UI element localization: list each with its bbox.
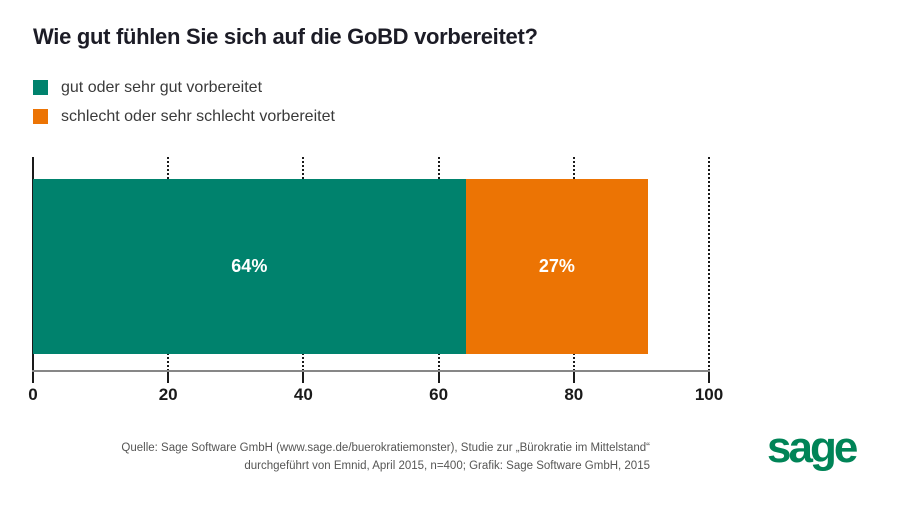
source-line-1: Quelle: Sage Software GmbH (www.sage.de/… — [121, 442, 650, 454]
bar-segment-2: 27% — [465, 179, 649, 354]
legend-label: gut oder sehr gut vorbereitet — [61, 78, 263, 96]
x-axis-tick — [32, 372, 34, 383]
bar-value-label: 64% — [231, 256, 268, 276]
legend-item: gut oder sehr gut vorbereitet — [33, 78, 335, 96]
sage-logo: sage — [767, 423, 858, 472]
x-axis-tick-label: 100 — [694, 385, 724, 404]
x-axis-tick — [708, 372, 710, 383]
bar-value-label: 27% — [538, 256, 575, 276]
legend: gut oder sehr gut vorbereitet schlecht od… — [33, 78, 335, 138]
stacked-bar: 64% 27% — [33, 179, 709, 354]
chart-title: Wie gut fühlen Sie sich auf die GoBD vor… — [33, 24, 538, 49]
x-axis-tick — [437, 372, 440, 383]
legend-label: schlecht oder sehr schlecht vorbereitet — [61, 107, 335, 125]
chart: 64% 27% 0 20 40 60 80 100 — [28, 157, 723, 407]
x-axis-tick-label: 0 — [28, 385, 38, 404]
source-line-2: durchgeführt von Emnid, April 2015, n=40… — [244, 460, 650, 472]
x-axis-line — [32, 370, 710, 372]
bar-segment-1: 64% — [33, 179, 466, 354]
legend-swatch — [33, 80, 48, 95]
x-axis-tick-label: 20 — [158, 385, 178, 404]
x-axis-tick-label: 40 — [293, 385, 313, 404]
x-axis-tick-label: 80 — [564, 385, 584, 404]
x-axis-tick — [572, 372, 575, 383]
legend-item: schlecht oder sehr schlecht vorbereitet — [33, 107, 335, 125]
gridline-100 — [708, 157, 710, 371]
x-axis-tick — [302, 372, 305, 383]
x-axis-tick-label: 60 — [429, 385, 449, 404]
source-note: Quelle: Sage Software GmbH (www.sage.de/… — [121, 439, 650, 475]
x-axis-tick — [167, 372, 170, 383]
legend-swatch — [33, 109, 48, 124]
plot-area: 64% 27% — [32, 157, 710, 371]
